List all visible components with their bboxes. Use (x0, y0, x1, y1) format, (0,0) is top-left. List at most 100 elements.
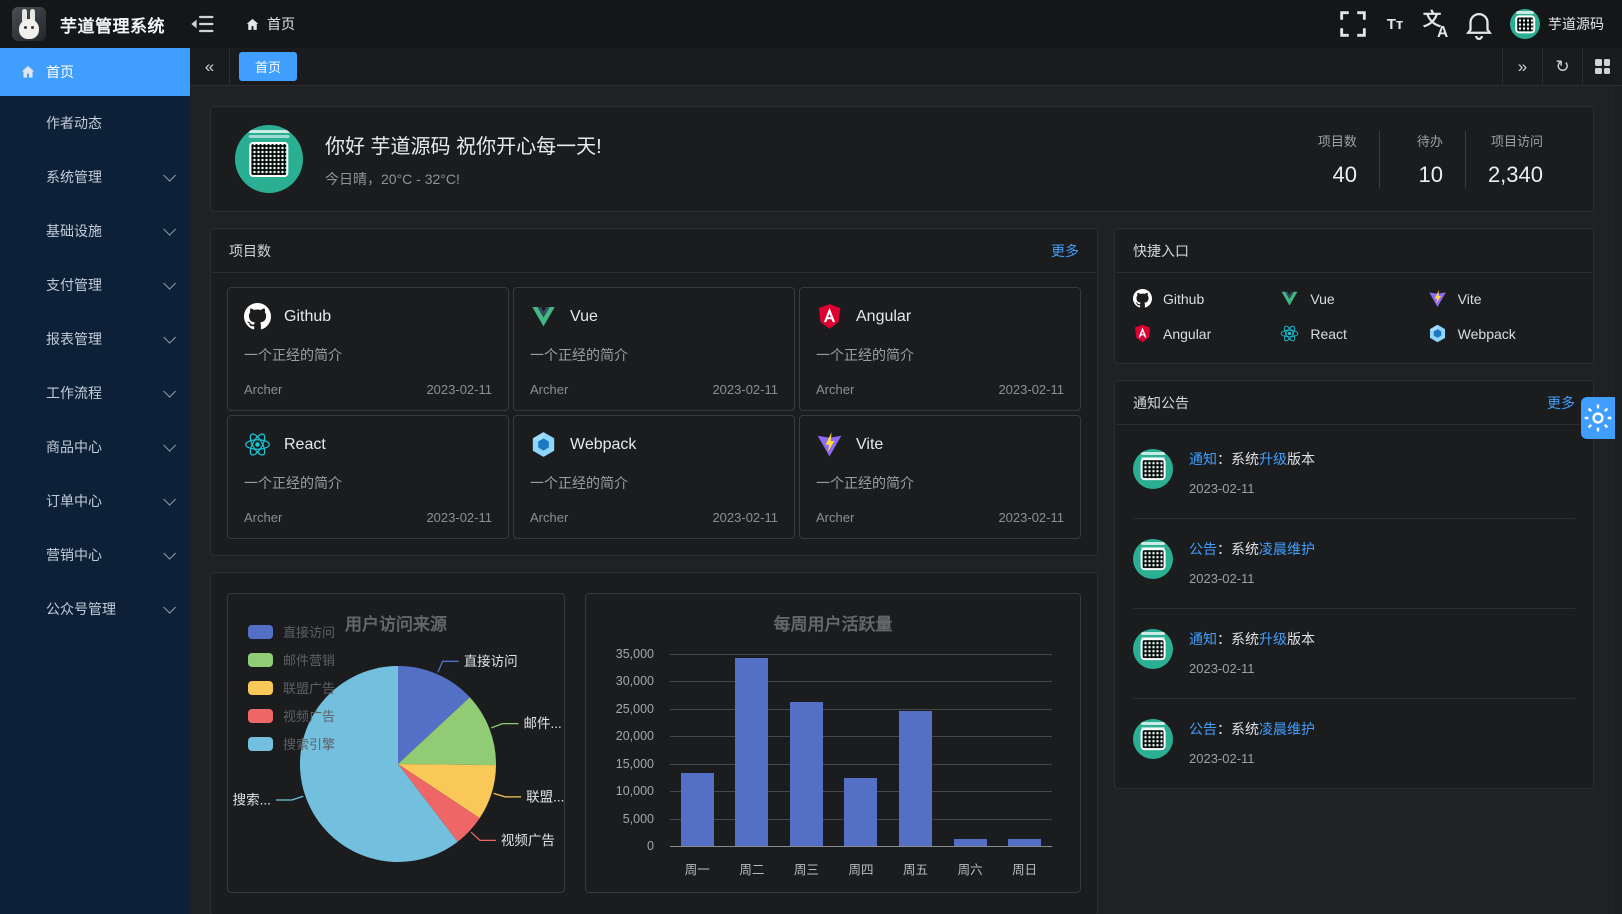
notification-bell-icon[interactable] (1462, 7, 1496, 41)
notices-card: 通知公告 更多 通知：系统升级版本 2023-02-11 公告：系统凌晨维护 2023… (1114, 380, 1594, 789)
notice-item[interactable]: 通知：系统升级版本 2023-02-11 (1133, 429, 1575, 519)
notice-item[interactable]: 通知：系统升级版本 2023-02-11 (1133, 609, 1575, 699)
shortcut-Vue[interactable]: Vue (1280, 289, 1427, 308)
pie-chart[interactable]: 直接访问邮件...联盟...视频广告搜索... (228, 604, 564, 894)
tabs-scroll-right-icon[interactable]: » (1502, 48, 1542, 85)
project-date: 2023-02-11 (712, 510, 778, 525)
chevron-down-icon (163, 438, 176, 452)
sidebar-item-营销中心[interactable]: 营销中心 (0, 528, 190, 582)
notice-date: 2023-02-11 (1189, 571, 1255, 586)
shortcut-React[interactable]: React (1280, 324, 1427, 343)
project-date: 2023-02-11 (712, 382, 778, 397)
shortcut-Github[interactable]: Github (1133, 289, 1280, 308)
bar-chart[interactable]: 35,000 30,000 25,000 20,000 15,000 10,000 5,00… (610, 647, 1056, 878)
project-card-Webpack[interactable]: Webpack 一个正经的简介 Archer 2023-02-11 (513, 415, 795, 539)
tab-home[interactable]: 首页 (239, 52, 298, 81)
webpack-icon (1428, 324, 1447, 343)
weather-text: 今日晴，20°C - 32°C! (325, 170, 460, 187)
project-card-Github[interactable]: Github 一个正经的简介 Archer 2023-02-11 (227, 287, 509, 411)
legend-item-视频广告[interactable]: 视频广告 (248, 706, 335, 725)
projects-more-link[interactable]: 更多 (1051, 242, 1079, 259)
sidebar-item-作者动态[interactable]: 作者动态 (0, 96, 190, 150)
sidebar-item-商品中心[interactable]: 商品中心 (0, 420, 190, 474)
project-name: Angular (856, 307, 912, 325)
bar-周四[interactable] (844, 778, 878, 846)
shortcut-Webpack[interactable]: Webpack (1428, 324, 1575, 343)
sidebar-item-label: 支付管理 (46, 277, 102, 293)
sidebar-item-报表管理[interactable]: 报表管理 (0, 312, 190, 366)
tabs-scroll-left-icon[interactable]: « (190, 48, 230, 85)
project-card-React[interactable]: React 一个正经的简介 Archer 2023-02-11 (227, 415, 509, 539)
project-desc: 一个正经的简介 (530, 475, 628, 491)
bar-周五[interactable] (899, 710, 933, 846)
sidebar-item-订单中心[interactable]: 订单中心 (0, 474, 190, 528)
project-card-Angular[interactable]: Angular 一个正经的简介 Archer 2023-02-11 (799, 287, 1081, 411)
bar-周一[interactable] (680, 773, 714, 846)
welcome-card: 你好 芋道源码 祝你开心每一天! 今日晴，20°C - 32°C! 项目数 40… (210, 106, 1594, 212)
shortcut-label: Vite (1457, 290, 1482, 307)
notice-title: 公告：系统凌晨维护 (1189, 721, 1315, 737)
sidebar-item-基础设施[interactable]: 基础设施 (0, 204, 190, 258)
project-desc: 一个正经的简介 (530, 347, 628, 363)
legend-item-搜索引擎[interactable]: 搜索引擎 (248, 734, 335, 753)
menu-fold-icon[interactable] (189, 10, 217, 38)
notices-title: 通知公告 (1133, 394, 1189, 411)
bar-y-axis: 35,000 30,000 25,000 20,000 15,000 10,000 5,00… (615, 647, 654, 853)
project-date: 2023-02-11 (426, 510, 492, 525)
sidebar-item-公众号管理[interactable]: 公众号管理 (0, 582, 190, 636)
project-name: Vite (856, 435, 884, 453)
stat-label: 项目访问 (1490, 133, 1543, 149)
projects-title: 项目数 (229, 242, 271, 259)
notice-date: 2023-02-11 (1189, 481, 1255, 496)
legend-item-邮件营销[interactable]: 邮件营销 (248, 650, 335, 669)
notice-item[interactable]: 公告：系统凌晨维护 2023-02-11 (1133, 519, 1575, 609)
legend-item-直接访问[interactable]: 直接访问 (248, 622, 335, 641)
notice-avatar (1133, 629, 1173, 669)
refresh-icon[interactable]: ↻ (1542, 48, 1582, 85)
bar-周三[interactable] (789, 701, 823, 846)
shortcut-label: Webpack (1457, 325, 1516, 342)
vite-icon (1428, 289, 1447, 308)
svg-text:直接访问: 直接访问 (464, 653, 518, 669)
legend-item-联盟广告[interactable]: 联盟广告 (248, 678, 335, 697)
notice-item[interactable]: 公告：系统凌晨维护 2023-02-11 (1133, 699, 1575, 788)
fullscreen-icon[interactable] (1336, 7, 1370, 41)
user-menu[interactable]: 芋道源码 (1510, 9, 1604, 39)
project-card-Vue[interactable]: Vue 一个正经的简介 Archer 2023-02-11 (513, 287, 795, 411)
shortcuts-title: 快捷入口 (1133, 242, 1189, 259)
notice-title: 通知：系统升级版本 (1189, 451, 1315, 467)
shortcuts-header: 快捷入口 (1115, 229, 1593, 273)
sidebar-item-label: 商品中心 (46, 439, 102, 455)
quick-nav-grid-icon[interactable] (1582, 48, 1622, 85)
sidebar-item-系统管理[interactable]: 系统管理 (0, 150, 190, 204)
left-column: 项目数 更多 Github 一个正经的简介 Archer 2023-02-11 Vue 一… (210, 228, 1098, 914)
github-icon (1133, 289, 1152, 308)
project-author: Archer (244, 510, 283, 525)
notices-more-link[interactable]: 更多 (1547, 394, 1575, 411)
bar-周六[interactable] (953, 838, 987, 846)
svg-text:搜索...: 搜索... (233, 793, 271, 808)
project-date: 2023-02-11 (998, 382, 1064, 397)
settings-gear-button[interactable] (1581, 397, 1615, 439)
font-size-icon[interactable]: Tт (1386, 15, 1404, 33)
sidebar-item-首页[interactable]: 首页 (0, 48, 190, 96)
user-avatar (1510, 9, 1540, 39)
shortcut-Angular[interactable]: Angular (1133, 324, 1280, 343)
navbar-left: 芋道管理系统 首页 (0, 7, 295, 41)
project-card-Vite[interactable]: Vite 一个正经的简介 Archer 2023-02-11 (799, 415, 1081, 539)
react-icon (244, 431, 271, 458)
bar-周日[interactable] (1008, 838, 1042, 846)
projects-header: 项目数 更多 (211, 229, 1097, 273)
notices-header: 通知公告 更多 (1115, 381, 1593, 425)
bar-周二[interactable] (735, 658, 769, 846)
scrollbar[interactable] (1615, 86, 1622, 914)
sidebar-item-支付管理[interactable]: 支付管理 (0, 258, 190, 312)
breadcrumb[interactable]: 首页 (245, 14, 295, 34)
chevron-down-icon (163, 276, 176, 290)
breadcrumb-item-home[interactable]: 首页 (267, 16, 295, 32)
home-icon (245, 17, 260, 32)
shortcut-Vite[interactable]: Vite (1428, 289, 1575, 308)
sidebar-item-工作流程[interactable]: 工作流程 (0, 366, 190, 420)
